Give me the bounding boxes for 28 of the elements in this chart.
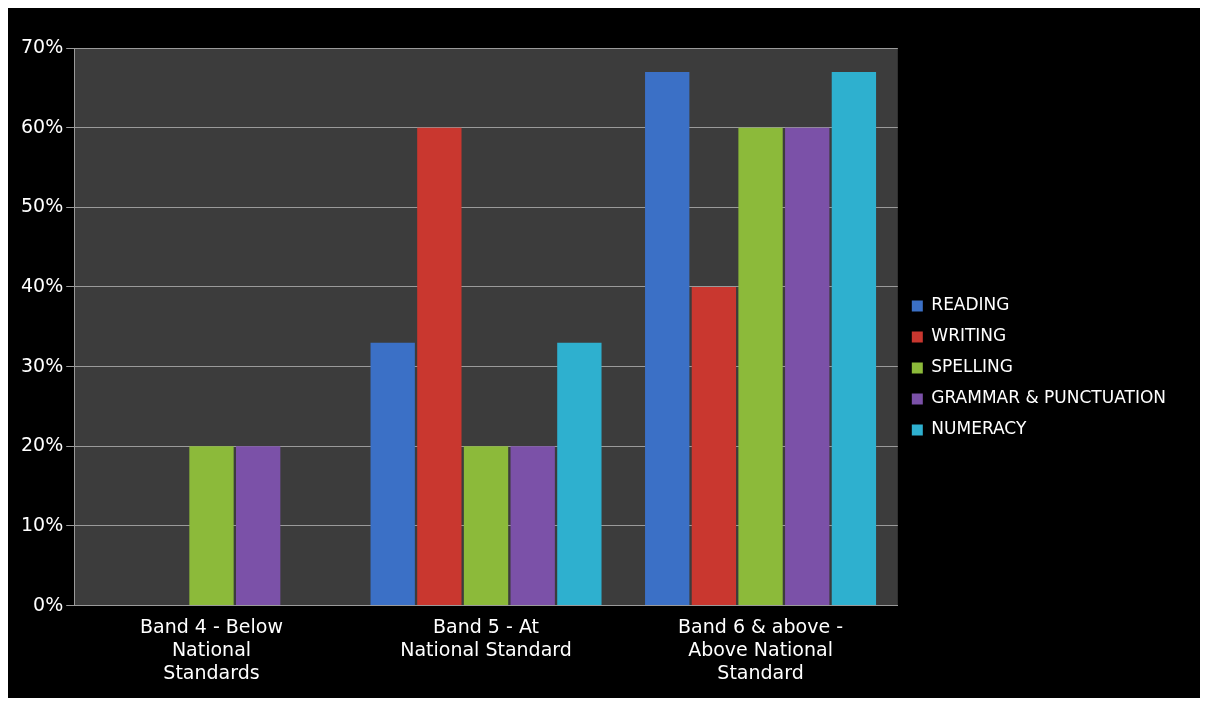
legend-label: READING xyxy=(931,294,1010,315)
bar xyxy=(370,342,415,606)
y-tick-label: 0% xyxy=(33,592,64,615)
bar xyxy=(645,71,690,606)
x-tick-label: Band 6 & above - Above National Standard xyxy=(678,614,844,683)
y-tick-label: 50% xyxy=(21,194,64,217)
y-tick-label: 70% xyxy=(21,34,64,57)
y-tick-label: 60% xyxy=(21,114,64,137)
legend-label: WRITING xyxy=(931,325,1007,346)
bar xyxy=(557,342,602,606)
y-tick-label: 10% xyxy=(21,512,64,535)
bar xyxy=(785,127,830,606)
x-tick-label: Band 4 - Below National Standards xyxy=(139,614,283,683)
bar xyxy=(236,446,281,606)
x-tick-label: Band 5 - At National Standard xyxy=(400,614,572,660)
legend-label: GRAMMAR & PUNCTUATION xyxy=(931,387,1167,408)
bar xyxy=(738,127,783,606)
bar xyxy=(691,286,737,606)
bar xyxy=(189,446,234,606)
legend-label: NUMERACY xyxy=(931,418,1027,439)
y-tick-label: 40% xyxy=(21,273,64,296)
y-tick-label: 30% xyxy=(21,353,64,376)
y-tick-label: 20% xyxy=(21,433,64,456)
legend-label: SPELLING xyxy=(931,356,1013,377)
bar xyxy=(831,71,877,606)
bar xyxy=(417,127,462,606)
bar xyxy=(510,446,555,606)
bar xyxy=(463,446,509,606)
